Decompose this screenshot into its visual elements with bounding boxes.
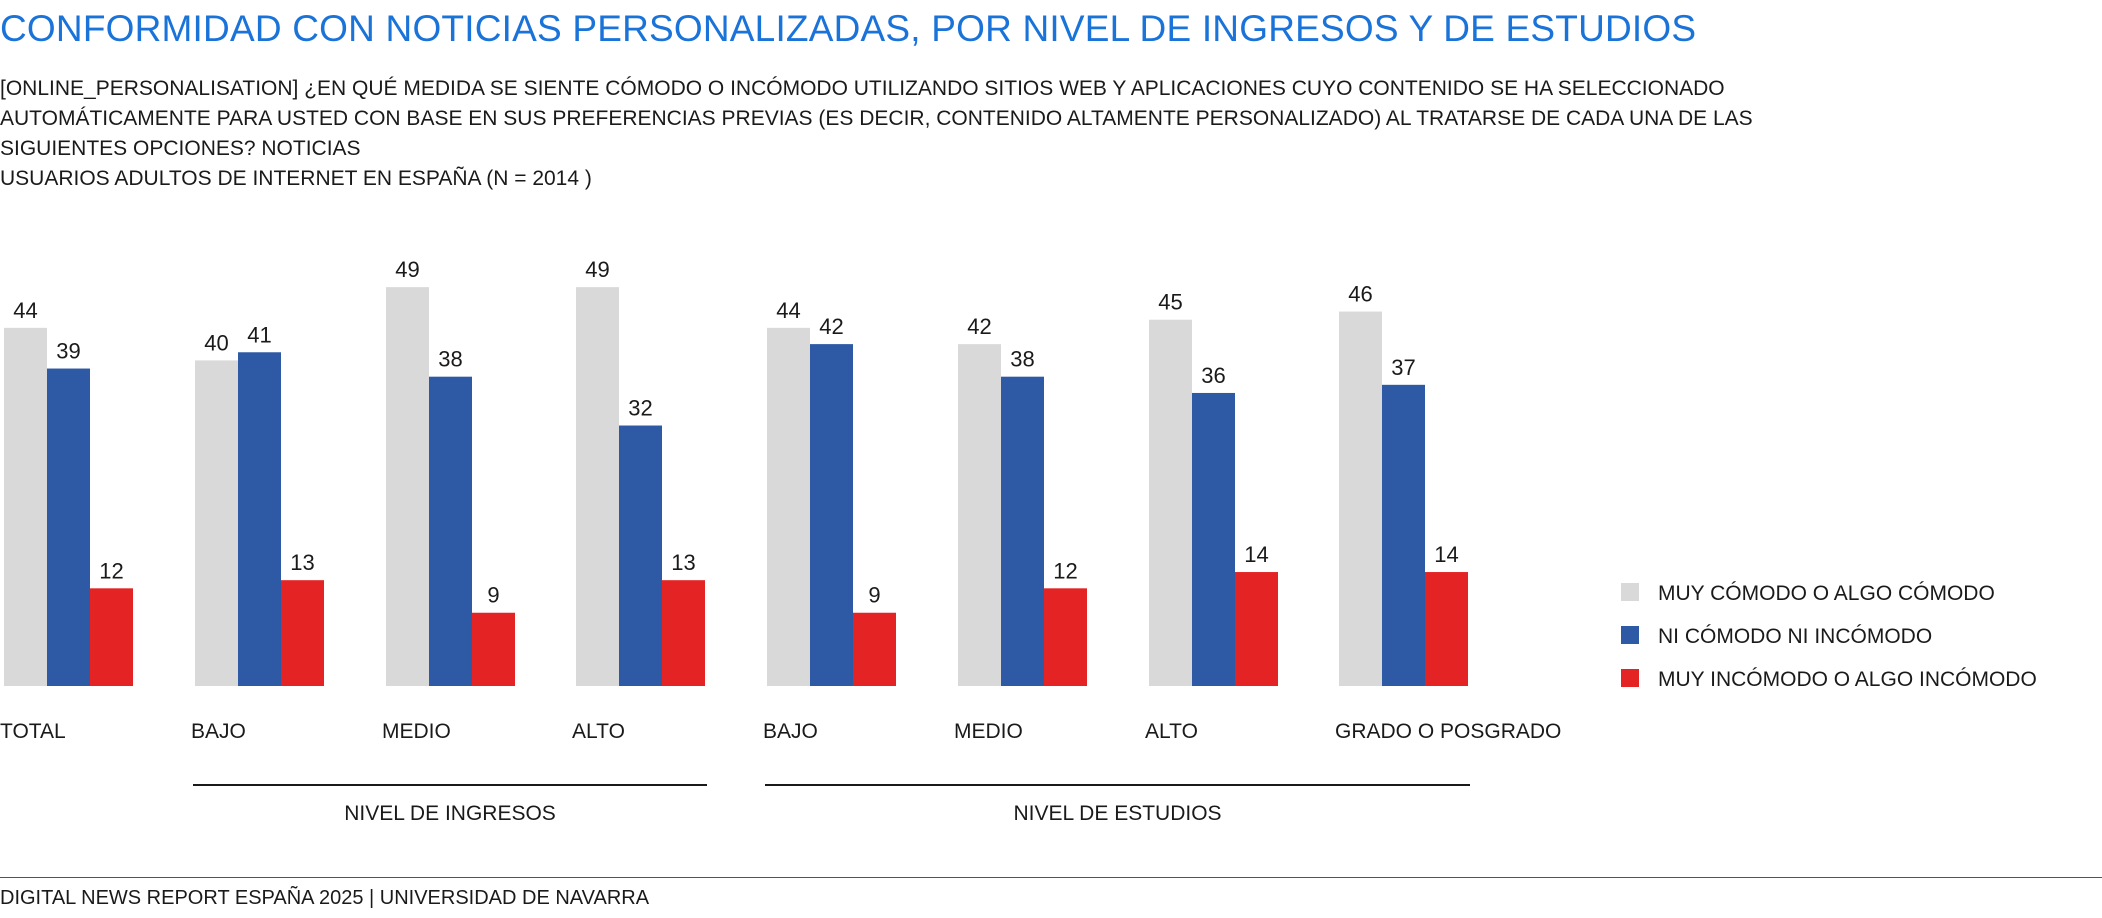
bar bbox=[576, 287, 619, 686]
data-label: 49 bbox=[395, 257, 419, 282]
subtitle-line: AUTOMÁTICAMENTE PARA USTED CON BASE EN S… bbox=[0, 107, 1753, 130]
x-tick-label: BAJO bbox=[763, 720, 818, 743]
legend-label: NI CÓMODO NI INCÓMODO bbox=[1658, 625, 1932, 648]
legend-label: MUY CÓMODO O ALGO CÓMODO bbox=[1658, 582, 1995, 605]
x-tick-label: GRADO O POSGRADO bbox=[1335, 720, 1561, 743]
bar bbox=[1235, 572, 1278, 686]
subtitle-line: [ONLINE_PERSONALISATION] ¿EN QUÉ MEDIDA … bbox=[0, 77, 1725, 100]
data-label: 36 bbox=[1201, 363, 1225, 388]
bar bbox=[1001, 376, 1044, 686]
data-label: 40 bbox=[204, 330, 228, 355]
data-label: 44 bbox=[776, 298, 800, 323]
bar bbox=[429, 376, 472, 686]
x-tick-label: TOTAL bbox=[0, 720, 66, 743]
footer-source: DIGITAL NEWS REPORT ESPAÑA 2025 | UNIVER… bbox=[0, 887, 650, 909]
x-tick-label: BAJO bbox=[191, 720, 246, 743]
bar bbox=[386, 287, 429, 686]
data-label: 44 bbox=[13, 298, 37, 323]
data-label: 41 bbox=[247, 322, 271, 347]
bar bbox=[1425, 572, 1468, 686]
x-tick-label: MEDIO bbox=[382, 720, 451, 743]
bar bbox=[1149, 319, 1192, 686]
data-label: 39 bbox=[56, 339, 80, 364]
bar bbox=[853, 612, 896, 686]
group-label: NIVEL DE ESTUDIOS bbox=[1013, 802, 1221, 825]
legend-swatch bbox=[1621, 626, 1639, 644]
chart-subtitle: [ONLINE_PERSONALISATION] ¿EN QUÉ MEDIDA … bbox=[0, 74, 1753, 194]
footer-divider bbox=[0, 877, 2102, 878]
bar bbox=[958, 344, 1001, 686]
data-label: 45 bbox=[1158, 290, 1182, 315]
legend-swatch bbox=[1621, 583, 1639, 601]
data-label: 9 bbox=[868, 583, 880, 608]
x-tick-label: ALTO bbox=[1145, 720, 1198, 743]
data-label: 14 bbox=[1434, 542, 1458, 567]
bar bbox=[810, 344, 853, 686]
bar bbox=[472, 612, 515, 686]
data-label: 14 bbox=[1244, 542, 1268, 567]
bar bbox=[1044, 588, 1087, 686]
data-label: 38 bbox=[1010, 347, 1034, 372]
data-label: 46 bbox=[1348, 282, 1372, 307]
bar bbox=[238, 352, 281, 686]
legend-swatch bbox=[1621, 669, 1639, 687]
bar bbox=[1192, 392, 1235, 686]
data-label: 12 bbox=[99, 558, 123, 583]
group-label: NIVEL DE INGRESOS bbox=[344, 802, 556, 825]
data-label: 42 bbox=[819, 314, 843, 339]
data-label: 12 bbox=[1053, 558, 1077, 583]
bar bbox=[662, 580, 705, 686]
legend-label: MUY INCÓMODO O ALGO INCÓMODO bbox=[1658, 668, 2037, 691]
bar bbox=[1339, 311, 1382, 686]
data-label: 38 bbox=[438, 347, 462, 372]
data-label: 32 bbox=[628, 396, 652, 421]
bar bbox=[4, 327, 47, 686]
bar bbox=[281, 580, 324, 686]
x-tick-label: MEDIO bbox=[954, 720, 1023, 743]
subtitle-line: USUARIOS ADULTOS DE INTERNET EN ESPAÑA (… bbox=[0, 167, 592, 190]
data-label: 49 bbox=[585, 257, 609, 282]
data-label: 13 bbox=[290, 550, 314, 575]
chart-title: CONFORMIDAD CON NOTICIAS PERSONALIZADAS,… bbox=[0, 8, 1697, 49]
bar bbox=[90, 588, 133, 686]
bar bbox=[619, 425, 662, 686]
bar bbox=[767, 327, 810, 686]
data-label: 37 bbox=[1391, 355, 1415, 380]
bar bbox=[47, 368, 90, 686]
x-tick-label: ALTO bbox=[572, 720, 625, 743]
bar bbox=[195, 360, 238, 686]
data-label: 9 bbox=[487, 583, 499, 608]
data-label: 42 bbox=[967, 314, 991, 339]
bar bbox=[1382, 384, 1425, 686]
data-label: 13 bbox=[671, 550, 695, 575]
subtitle-line: SIGUIENTES OPCIONES? NOTICIAS bbox=[0, 137, 361, 160]
